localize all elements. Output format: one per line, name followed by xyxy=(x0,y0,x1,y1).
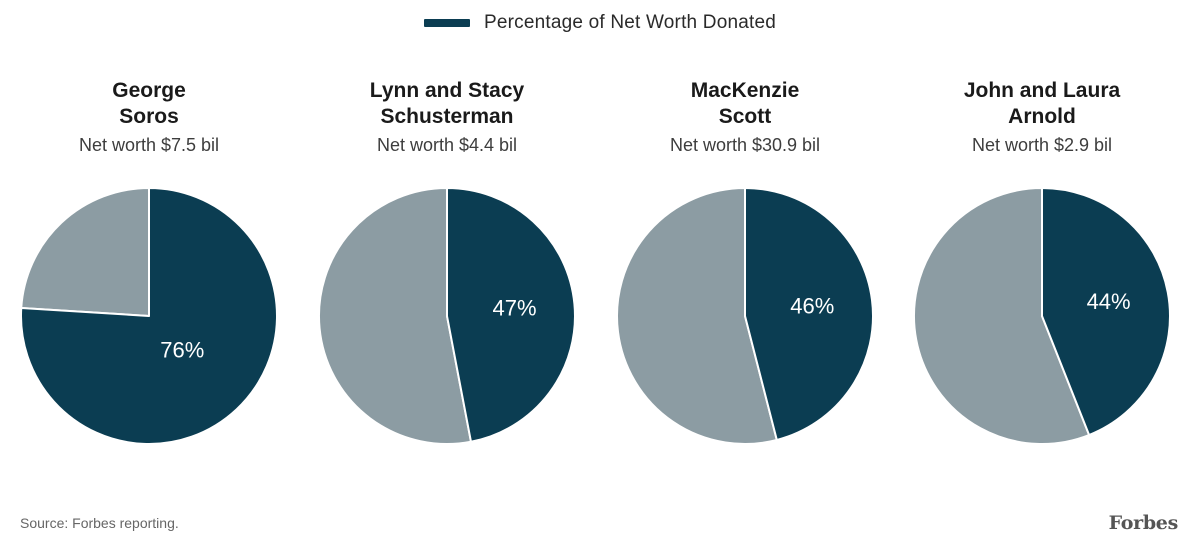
panel-title-line: Arnold xyxy=(1008,105,1076,128)
pie-data-label: 44% xyxy=(1087,289,1131,314)
pie-slice-donated xyxy=(446,187,576,443)
source-note: Source: Forbes reporting. xyxy=(20,515,179,531)
legend-bar-swatch xyxy=(423,19,470,27)
pie-slice-donated xyxy=(744,187,874,441)
pie-panel-arnold: John and Laura Arnold Net worth $2.9 bil… xyxy=(893,78,1191,458)
legend-label: Percentage of Net Worth Donated xyxy=(483,12,777,33)
panel-title-line: Schusterman xyxy=(380,105,514,128)
pie-data-label: 76% xyxy=(160,337,204,362)
pie-panel-schusterman: Lynn and Stacy Schusterman Net worth $4.… xyxy=(298,78,596,458)
panel-title-line: MacKenzie xyxy=(690,79,800,102)
pie-data-label: 46% xyxy=(790,293,834,318)
pie-panel-scott: MacKenzie Scott Net worth $30.9 bil 46% xyxy=(596,78,894,458)
pie-chart: 44% xyxy=(913,187,1171,445)
pie-data-label: 47% xyxy=(492,295,536,320)
pie-slice-remaining xyxy=(20,187,150,317)
chart-legend: Percentage of Net Worth Donated xyxy=(0,12,1200,34)
pie-chart: 47% xyxy=(318,187,576,445)
panel-subtitle: Net worth $2.9 bil xyxy=(971,135,1113,155)
pie-slice-remaining xyxy=(318,187,472,445)
pie-slice-donated xyxy=(1041,187,1171,437)
panel-title-line: John and Laura xyxy=(963,79,1121,102)
panel-title-line: Lynn and Stacy xyxy=(369,79,525,102)
panel-title-line: George xyxy=(112,79,186,102)
pie-slice-remaining xyxy=(616,187,778,445)
panel-title: MacKenzie Scott xyxy=(596,78,894,130)
panel-title-line: Soros xyxy=(119,105,179,128)
panel-subtitle: Net worth $4.4 bil xyxy=(376,135,518,155)
pie-slice-remaining xyxy=(913,187,1091,445)
panel-subtitle: Net worth $7.5 bil xyxy=(78,135,220,155)
pie-chart: 76% xyxy=(20,187,278,445)
panel-title-line: Scott xyxy=(718,105,772,128)
forbes-logo: Forbes xyxy=(1108,512,1179,534)
panel-title: George Soros xyxy=(0,78,298,130)
pie-slice-donated xyxy=(20,187,278,445)
pie-panel-soros: George Soros Net worth $7.5 bil 76% xyxy=(0,78,298,458)
panel-title: John and Laura Arnold xyxy=(893,78,1191,130)
panel-subtitle: Net worth $30.9 bil xyxy=(669,135,821,155)
pie-chart: 46% xyxy=(616,187,874,445)
panel-title: Lynn and Stacy Schusterman xyxy=(298,78,596,130)
